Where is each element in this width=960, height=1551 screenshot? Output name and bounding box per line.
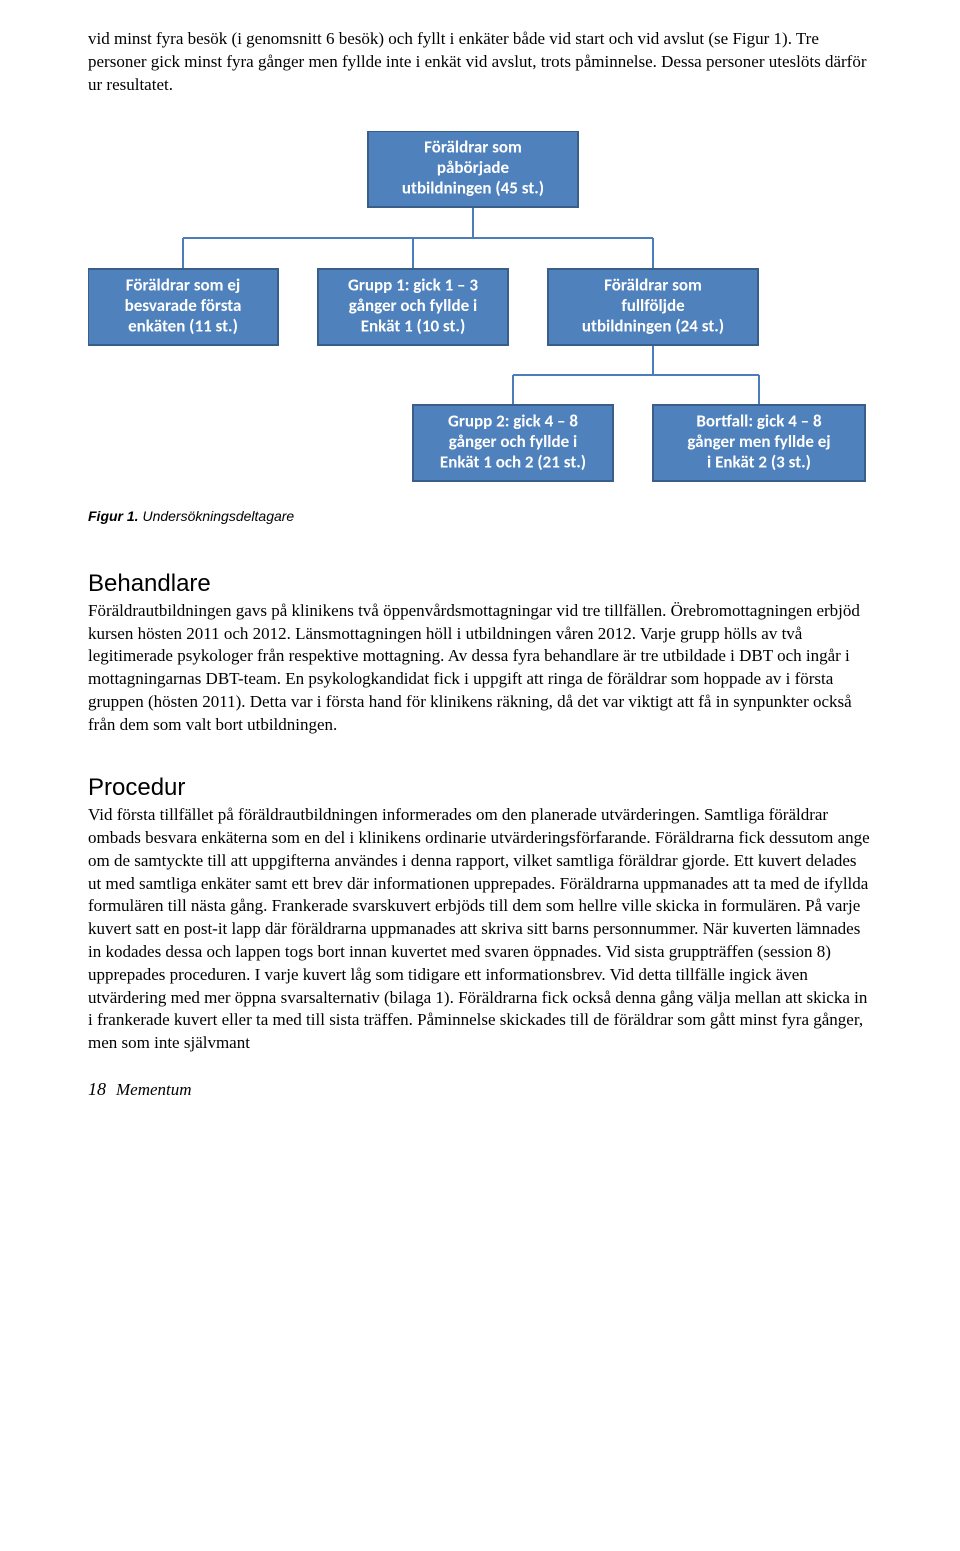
body-procedur: Vid första tillfället på föräldrautbildn… (88, 804, 872, 1054)
intro-paragraph: vid minst fyra besök (i genomsnitt 6 bes… (88, 28, 872, 97)
flow-node-label-b: Grupp 1: gick 1 – 3gånger och fyllde iEn… (348, 274, 478, 336)
flow-node-label-a: Föräldrar som ejbesvarade förstaenkäten … (125, 274, 242, 336)
figure-caption: Figur 1. Undersökningsdeltagare (88, 508, 872, 524)
page-number: 18 (88, 1079, 106, 1099)
page-footer: 18 Mementum (88, 1079, 872, 1100)
heading-behandlare: Behandlare (88, 570, 872, 598)
figure-caption-text: Undersökningsdeltagare (139, 508, 295, 524)
flow-node-label-d: Grupp 2: gick 4 – 8gånger och fyllde iEn… (440, 410, 586, 472)
figure-label: Figur 1. (88, 508, 139, 524)
journal-name: Mementum (116, 1080, 192, 1099)
flowchart-svg: Föräldrar sompåbörjadeutbildningen (45 s… (88, 131, 872, 486)
flow-node-label-e: Bortfall: gick 4 – 8gånger men fyllde ej… (687, 410, 830, 472)
body-behandlare: Föräldrautbildningen gavs på klinikens t… (88, 600, 872, 737)
heading-procedur: Procedur (88, 774, 872, 802)
flowchart-figure: Föräldrar sompåbörjadeutbildningen (45 s… (88, 131, 872, 486)
